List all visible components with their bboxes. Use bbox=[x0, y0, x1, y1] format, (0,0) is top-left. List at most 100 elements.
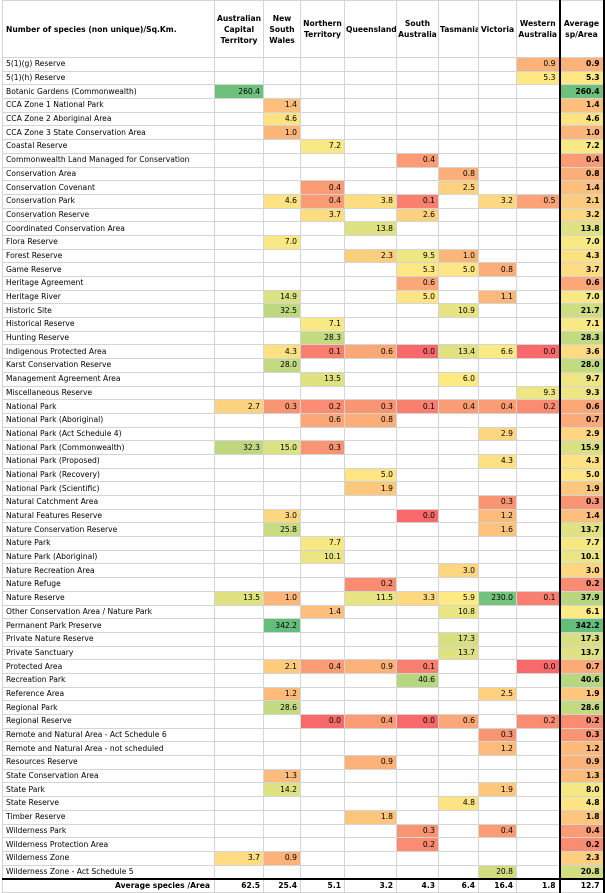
footer-cell: 1.8 bbox=[516, 878, 560, 893]
value-cell bbox=[300, 248, 345, 264]
value-cell bbox=[300, 618, 345, 633]
value-cell: 0.2 bbox=[344, 577, 397, 592]
value-cell bbox=[478, 139, 517, 154]
value-cell: 0.4 bbox=[300, 659, 345, 674]
value-cell bbox=[300, 70, 345, 86]
value-cell bbox=[396, 809, 439, 825]
value-cell bbox=[300, 221, 345, 236]
value-cell: 2.6 bbox=[396, 207, 439, 223]
average-cell: 1.9 bbox=[558, 686, 605, 702]
value-cell: 0.2 bbox=[396, 837, 439, 852]
value-cell: 1.9 bbox=[478, 782, 517, 798]
average-cell: 2.3 bbox=[558, 850, 605, 866]
average-cell: 0.2 bbox=[558, 837, 605, 852]
value-cell bbox=[214, 659, 264, 674]
value-cell bbox=[438, 276, 479, 291]
average-cell: 0.3 bbox=[558, 495, 605, 510]
table-row: Conservation Park 4.6 0.4 3.8 0.1 3.2 0.5 2.1 bbox=[2, 193, 605, 209]
table-row: Heritage Agreement 0.6 0.6 bbox=[2, 276, 605, 291]
row-label: State Park bbox=[2, 782, 215, 798]
table-row: Flora Reserve 7.0 7.0 bbox=[2, 234, 605, 250]
average-cell: 1.4 bbox=[558, 98, 605, 113]
row-label: Conservation Reserve bbox=[2, 207, 215, 223]
value-cell bbox=[300, 426, 345, 442]
value-cell bbox=[478, 672, 517, 688]
value-cell: 260.4 bbox=[214, 84, 264, 100]
value-cell bbox=[396, 467, 439, 483]
value-cell: 1.0 bbox=[438, 248, 479, 264]
value-cell bbox=[396, 850, 439, 866]
row-label: Forest Reserve bbox=[2, 248, 215, 264]
value-cell bbox=[263, 317, 301, 332]
value-cell: 0.3 bbox=[300, 440, 345, 455]
row-label: State Conservation Area bbox=[2, 768, 215, 784]
value-cell bbox=[214, 508, 264, 524]
value-cell bbox=[214, 714, 264, 729]
value-cell bbox=[263, 823, 301, 839]
value-cell bbox=[438, 837, 479, 852]
value-cell bbox=[478, 152, 517, 168]
footer-cell: 5.1 bbox=[300, 878, 345, 893]
value-cell bbox=[438, 57, 479, 72]
value-cell bbox=[396, 426, 439, 442]
value-cell: 1.0 bbox=[263, 125, 301, 141]
value-cell bbox=[438, 495, 479, 510]
value-cell bbox=[478, 276, 517, 291]
value-cell: 0.0 bbox=[396, 714, 439, 729]
value-cell bbox=[344, 837, 397, 852]
value-cell: 0.0 bbox=[396, 508, 439, 524]
value-cell bbox=[516, 111, 560, 127]
value-cell bbox=[263, 276, 301, 291]
value-cell bbox=[396, 536, 439, 551]
value-cell bbox=[300, 276, 345, 291]
table-row: State Conservation Area 1.3 1.3 bbox=[2, 768, 605, 784]
value-cell: 13.5 bbox=[214, 590, 264, 606]
table-row: CCA Zone 3 State Conservation Area 1.0 1.0 bbox=[2, 125, 605, 141]
value-cell bbox=[478, 412, 517, 428]
value-cell bbox=[516, 125, 560, 141]
value-cell bbox=[214, 837, 264, 852]
row-label: Flora Reserve bbox=[2, 234, 215, 250]
value-cell bbox=[516, 796, 560, 811]
table-row: Historic Site 32.5 10.9 21.7 bbox=[2, 303, 605, 319]
value-cell: 3.2 bbox=[478, 193, 517, 209]
table-row: Regional Park 28.6 28.6 bbox=[2, 700, 605, 715]
footer-cell: 62.5 bbox=[214, 878, 264, 893]
value-cell bbox=[396, 522, 439, 538]
value-cell bbox=[263, 672, 301, 688]
value-cell bbox=[214, 823, 264, 839]
value-cell bbox=[214, 467, 264, 483]
value-cell bbox=[344, 864, 397, 880]
value-cell bbox=[478, 180, 517, 195]
value-cell bbox=[214, 125, 264, 141]
table-row: Resources Reserve 0.9 0.9 bbox=[2, 755, 605, 770]
value-cell bbox=[263, 481, 301, 496]
value-cell bbox=[438, 111, 479, 127]
row-label: Regional Park bbox=[2, 700, 215, 715]
average-cell: 0.3 bbox=[558, 727, 605, 743]
value-cell bbox=[396, 453, 439, 469]
value-cell bbox=[344, 234, 397, 250]
value-cell bbox=[396, 864, 439, 880]
value-cell bbox=[478, 809, 517, 825]
value-cell: 7.0 bbox=[263, 234, 301, 250]
value-cell: 4.3 bbox=[263, 344, 301, 360]
row-label: Heritage River bbox=[2, 289, 215, 305]
value-cell bbox=[263, 536, 301, 551]
value-cell bbox=[344, 385, 397, 401]
table-row: CCA Zone 1 National Park 1.4 1.4 bbox=[2, 98, 605, 113]
value-cell bbox=[478, 631, 517, 647]
value-cell: 0.1 bbox=[396, 193, 439, 209]
table-row: Historical Reserve 7.1 7.1 bbox=[2, 317, 605, 332]
value-cell bbox=[478, 549, 517, 565]
value-cell bbox=[344, 84, 397, 100]
value-cell bbox=[344, 70, 397, 86]
value-cell bbox=[516, 371, 560, 387]
value-cell: 9.5 bbox=[396, 248, 439, 264]
value-cell: 0.3 bbox=[478, 495, 517, 510]
row-label: National Park bbox=[2, 399, 215, 414]
value-cell bbox=[344, 125, 397, 141]
value-cell bbox=[214, 672, 264, 688]
value-cell bbox=[478, 234, 517, 250]
average-cell: 13.7 bbox=[558, 645, 605, 661]
